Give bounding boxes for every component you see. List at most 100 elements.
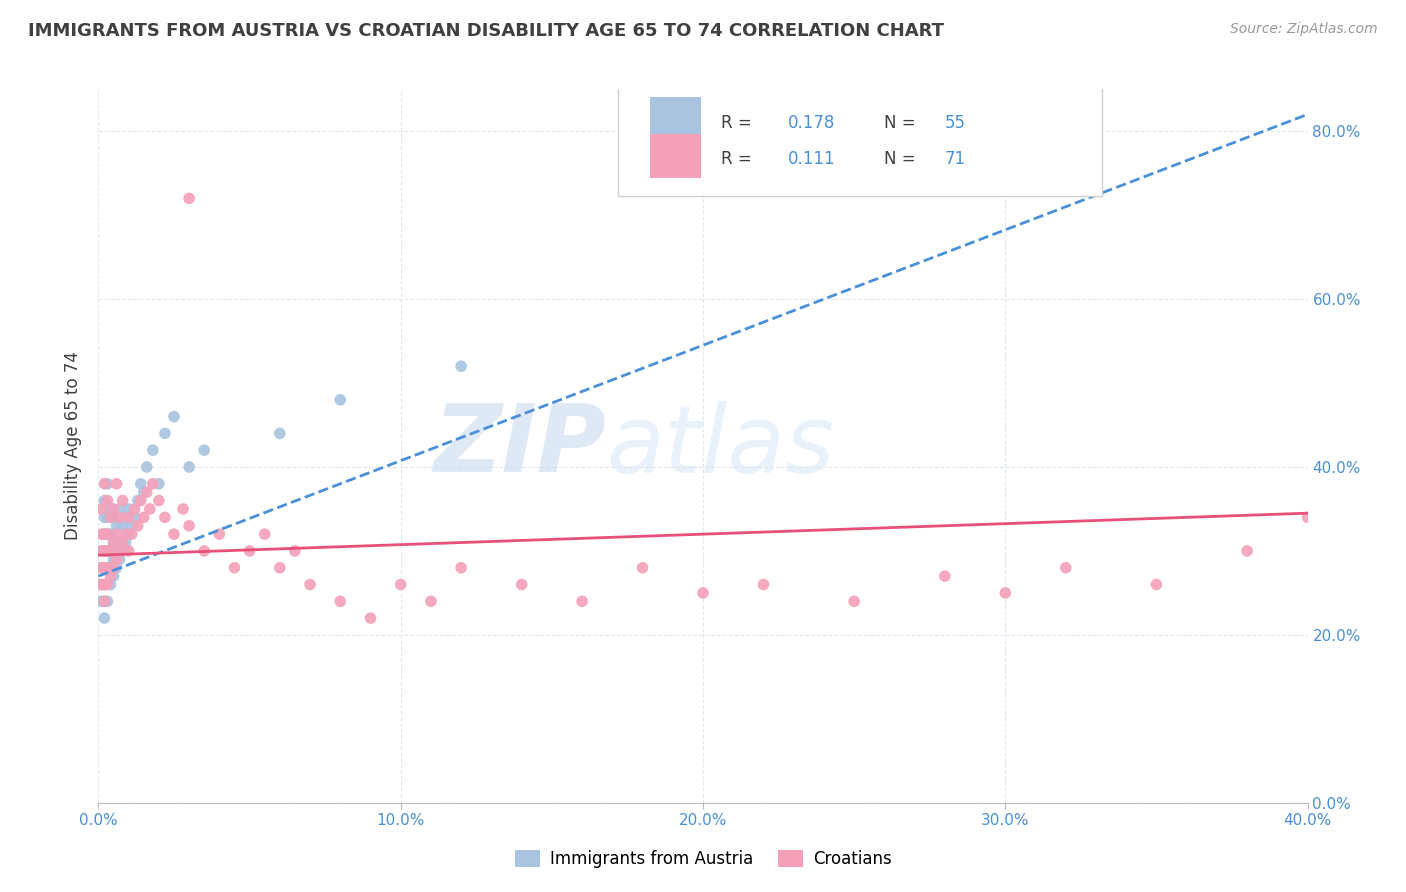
Point	[93, 476, 115, 491]
Point	[129, 476, 152, 491]
Point	[510, 577, 533, 591]
Point	[148, 493, 170, 508]
Text: R =: R =	[721, 150, 762, 168]
Text: 0.111: 0.111	[787, 150, 835, 168]
Point	[93, 544, 115, 558]
Point	[692, 586, 714, 600]
Point	[153, 510, 176, 524]
Point	[111, 535, 134, 549]
Point	[103, 502, 125, 516]
Point	[105, 476, 128, 491]
Point	[90, 502, 112, 516]
Point	[108, 502, 131, 516]
Point	[108, 544, 131, 558]
Point	[193, 443, 215, 458]
Point	[100, 544, 122, 558]
Point	[93, 560, 115, 574]
Point	[389, 577, 412, 591]
Point	[105, 560, 128, 574]
Text: 0.178: 0.178	[787, 114, 835, 132]
Point	[118, 544, 141, 558]
Point	[108, 510, 131, 524]
Point	[114, 535, 136, 549]
FancyBboxPatch shape	[650, 97, 700, 141]
Point	[96, 560, 118, 574]
Point	[103, 535, 125, 549]
Point	[103, 510, 125, 524]
Point	[329, 392, 352, 407]
Point	[1236, 544, 1258, 558]
Point	[844, 594, 866, 608]
Point	[329, 594, 352, 608]
Point	[111, 544, 134, 558]
Point	[96, 594, 118, 608]
Point	[118, 527, 141, 541]
Point	[105, 527, 128, 541]
Point	[193, 544, 215, 558]
Point	[96, 544, 118, 558]
Point	[1144, 577, 1167, 591]
Point	[90, 560, 112, 574]
Point	[269, 560, 291, 574]
Point	[179, 518, 201, 533]
Point	[142, 443, 165, 458]
Point	[127, 493, 149, 508]
Point	[208, 527, 231, 541]
Point	[96, 560, 118, 574]
Point	[121, 527, 143, 541]
Point	[93, 594, 115, 608]
Point	[994, 586, 1017, 600]
Point	[139, 502, 162, 516]
Point	[299, 577, 322, 591]
Point	[103, 535, 125, 549]
Point	[135, 485, 157, 500]
Point	[93, 594, 115, 608]
Point	[90, 577, 112, 591]
Point	[934, 569, 956, 583]
Point	[360, 611, 382, 625]
Point	[96, 476, 118, 491]
Point	[100, 510, 122, 524]
Point	[90, 544, 112, 558]
Point	[450, 359, 472, 374]
Point	[135, 460, 157, 475]
Point	[752, 577, 775, 591]
Point	[179, 191, 201, 205]
Point	[142, 476, 165, 491]
Point	[100, 577, 122, 591]
Text: 55: 55	[945, 114, 966, 132]
Point	[163, 527, 186, 541]
Point	[450, 560, 472, 574]
Point	[96, 577, 118, 591]
Point	[224, 560, 246, 574]
Point	[93, 493, 115, 508]
Point	[96, 510, 118, 524]
Point	[127, 518, 149, 533]
Point	[93, 577, 115, 591]
Point	[269, 426, 291, 441]
Point	[124, 502, 146, 516]
Text: R =: R =	[721, 114, 758, 132]
Point	[179, 460, 201, 475]
Point	[111, 518, 134, 533]
Point	[93, 527, 115, 541]
Point	[148, 476, 170, 491]
Text: 71: 71	[945, 150, 966, 168]
Text: ZIP: ZIP	[433, 400, 606, 492]
Point	[114, 527, 136, 541]
Point	[90, 577, 112, 591]
Point	[631, 560, 654, 574]
Point	[132, 485, 155, 500]
Point	[96, 527, 118, 541]
Point	[93, 510, 115, 524]
Point	[114, 510, 136, 524]
Point	[90, 544, 112, 558]
Point	[284, 544, 307, 558]
Point	[100, 527, 122, 541]
Point	[571, 594, 593, 608]
Point	[100, 569, 122, 583]
Point	[103, 552, 125, 566]
Point	[121, 518, 143, 533]
Point	[420, 594, 443, 608]
Text: N =: N =	[884, 150, 921, 168]
